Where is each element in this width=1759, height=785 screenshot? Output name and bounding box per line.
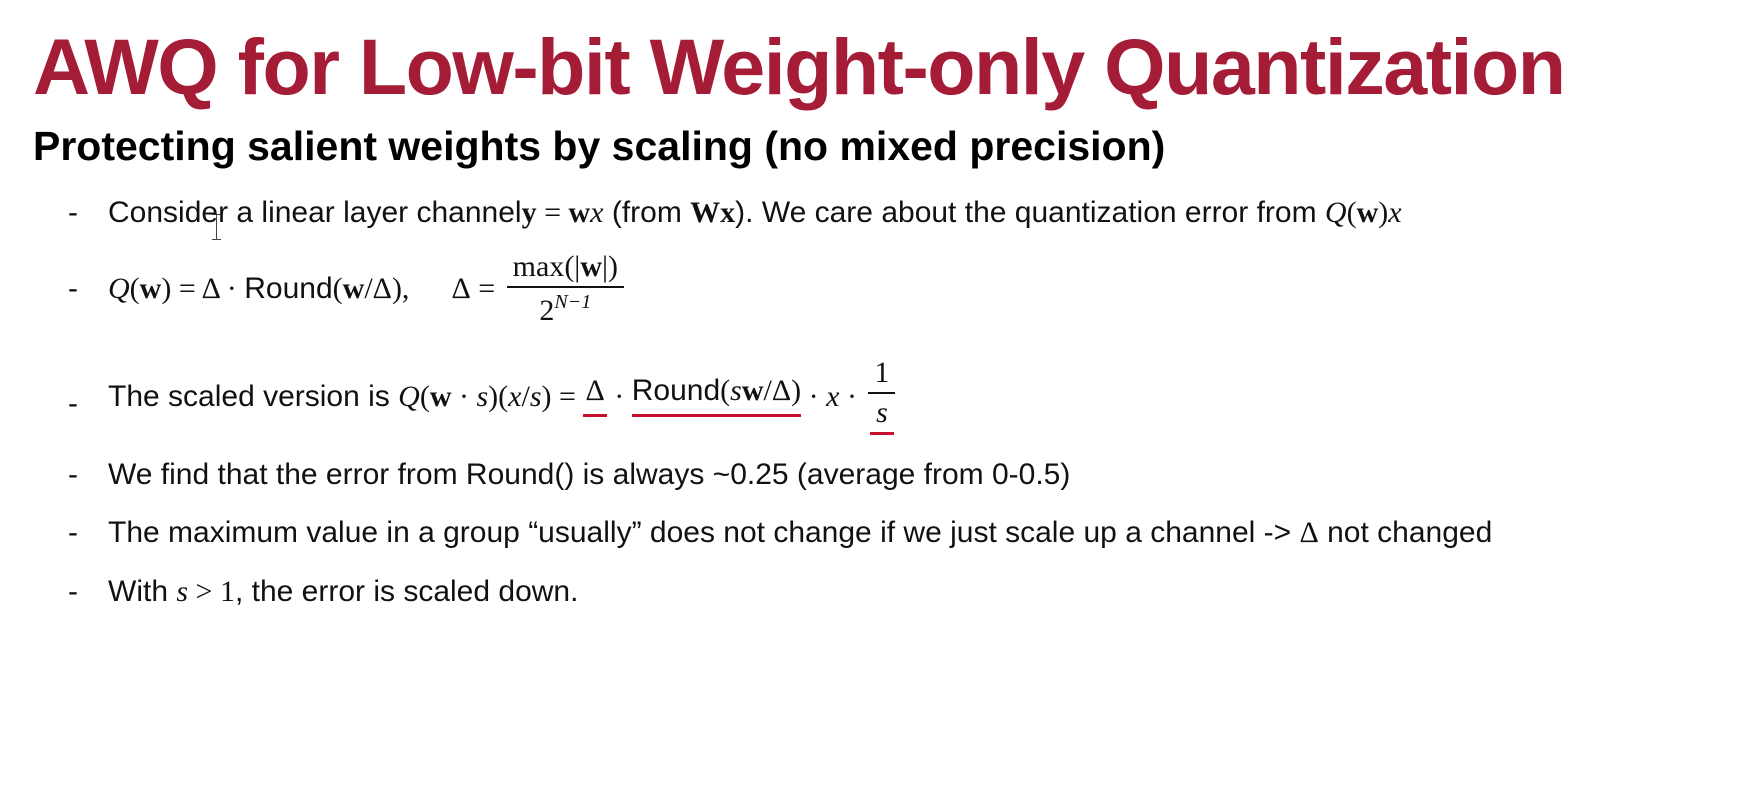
math-paren: (	[1346, 196, 1357, 229]
round-label: Round	[244, 272, 333, 305]
math-greater-than-one: > 1	[188, 575, 235, 608]
math-paren: (	[332, 272, 343, 305]
math-w: w	[429, 379, 452, 413]
math-w: w	[568, 196, 591, 229]
slide-subtitle: Protecting salient weights by scaling (n…	[33, 123, 1166, 169]
math-equals: ) =	[541, 379, 584, 413]
math-w: w	[1356, 196, 1379, 229]
underlined-round-term: Round(sw/Δ)	[631, 374, 802, 417]
math-paren: (	[720, 374, 731, 407]
math-Q: Q	[398, 379, 420, 413]
underlined-delta: Δ	[583, 376, 607, 417]
math-two: 2	[539, 294, 555, 327]
bullet-quantizer-formula: - Q ( w ) = Δ · Round ( w /Δ), Δ = max(|…	[68, 252, 628, 326]
fraction-numerator: max(|w|)	[507, 252, 624, 286]
math-slash: /	[521, 379, 530, 413]
math-w: w	[580, 250, 602, 283]
math-W: W	[690, 196, 721, 229]
bullet-max-value: - The maximum value in a group “usually”…	[68, 518, 1492, 548]
math-equals: =	[470, 272, 503, 305]
math-max: max	[512, 250, 565, 283]
bullet-text: With	[108, 575, 177, 608]
math-dot: ·	[451, 379, 477, 413]
bullet-dash: -	[68, 387, 78, 420]
math-s: s	[476, 379, 489, 413]
bullet-dash: -	[68, 458, 78, 491]
math-s: s	[730, 374, 742, 407]
math-delta: Δ	[451, 272, 471, 305]
math-dot: ·	[801, 379, 827, 413]
math-equals: =	[536, 196, 569, 229]
math-exponent: N−1	[554, 291, 592, 313]
math-Q: Q	[108, 272, 130, 305]
math-delta: Δ	[1299, 516, 1319, 549]
fraction-bar	[506, 286, 624, 288]
bullet-round-error: - We find that the error from Round() is…	[68, 460, 1070, 490]
math-paren: (	[129, 272, 140, 305]
bullet-scale-down: - With s > 1 , the error is scaled down.	[68, 577, 578, 607]
text-cursor-icon	[212, 214, 221, 240]
math-eq-delta: ) = Δ ·	[161, 272, 245, 305]
math-x: x	[508, 379, 522, 413]
fraction-numerator: 1	[874, 356, 890, 389]
math-w: w	[741, 374, 764, 407]
bullet-text: We find that the error from Round() is a…	[108, 458, 1071, 491]
math-x-bold: x	[720, 196, 736, 229]
bullet-linear-layer: - Consider a linear layer channel y = w …	[68, 198, 1402, 228]
math-abs-open: (|	[564, 250, 581, 283]
fraction-denominator: 2N−1	[533, 288, 597, 326]
bullet-scaled-version: - The scaled version is Q ( w · s )( x /…	[68, 358, 899, 435]
round-label: Round	[631, 374, 721, 407]
math-x: x	[1388, 196, 1402, 229]
math-y: y	[521, 196, 537, 229]
math-w: w	[139, 272, 162, 305]
bullet-text: , the error is scaled down.	[234, 575, 579, 608]
bullet-text: The scaled version is	[108, 379, 399, 413]
bullet-text: The maximum value in a group “usually” d…	[108, 516, 1300, 549]
delta-fraction: max(|w|) 2N−1	[506, 252, 624, 326]
math-dot: ·	[606, 379, 632, 413]
math-x: x	[826, 379, 840, 413]
math-abs-close: |)	[601, 250, 618, 283]
bullet-text: Consider a linear layer channel	[108, 196, 522, 229]
bullet-text: not changed	[1318, 516, 1493, 549]
math-x: x	[590, 196, 604, 229]
bullet-dash: -	[68, 516, 78, 549]
underlined-s: s	[870, 394, 894, 435]
bullet-dash: -	[68, 196, 78, 229]
slide-title: AWQ for Low-bit Weight-only Quantization	[33, 22, 1566, 111]
bullet-dash: -	[68, 575, 78, 608]
math-paren: )	[1378, 196, 1389, 229]
math-paren: (	[419, 379, 430, 413]
fraction-bar	[868, 392, 896, 394]
math-div-delta: /Δ),	[364, 272, 410, 305]
bullet-dash: -	[68, 272, 78, 305]
math-w: w	[342, 272, 365, 305]
bullet-text: ). We care about the quantization error …	[735, 196, 1325, 229]
math-paren: )(	[488, 379, 509, 413]
math-Q: Q	[1324, 196, 1347, 229]
math-s: s	[176, 575, 189, 608]
inverse-s-fraction: 1 s	[868, 356, 896, 435]
bullet-text: (from	[603, 196, 691, 229]
math-s: s	[529, 379, 542, 413]
math-div-delta: /Δ)	[763, 374, 802, 407]
math-dot: ·	[839, 379, 865, 413]
